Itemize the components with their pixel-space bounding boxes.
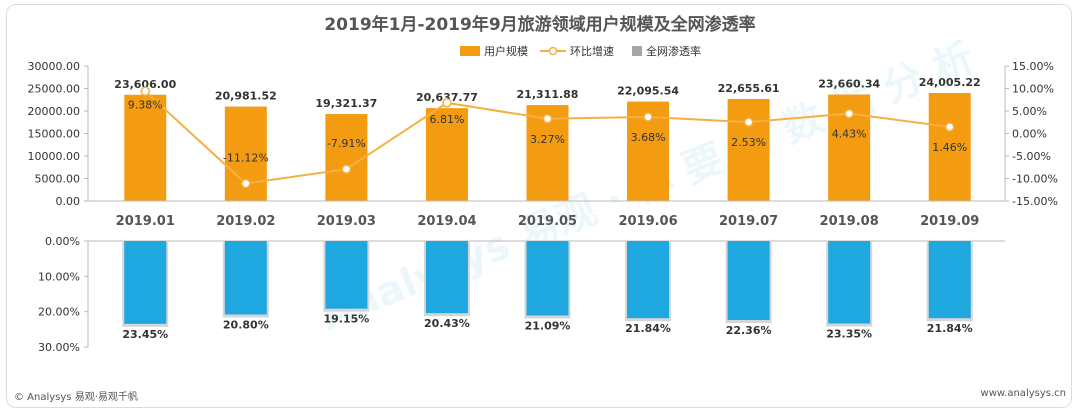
user-scale-value-label: 19,321.37 (315, 97, 377, 110)
bottom-axis-tick-label: 10.00% (38, 270, 80, 283)
right-axis-tick-label: 0.00% (1012, 128, 1047, 141)
right-axis-tick-label: -10.00% (1012, 173, 1058, 186)
legend-swatch-users (460, 46, 480, 56)
user-scale-bar (727, 99, 770, 201)
penetration-bars: 23.45% 20.80% 19.15% 20.43% 21.09% 21.84% 22.3… (122, 241, 973, 341)
category-label: 2019.06 (618, 214, 677, 229)
penetration-bar (124, 241, 167, 324)
chart-frame (6, 4, 1072, 408)
legend-label-users: 用户规模 (484, 44, 528, 58)
growth-value-label: 1.46% (932, 141, 967, 154)
bottom-axis-tick-label: 20.00% (38, 306, 80, 319)
right-axis-tick-label: 10.00% (1012, 83, 1054, 96)
top-axes: 0.00 5000.00 10000.00 15000.00 20000.00 25000… (28, 60, 1058, 208)
category-label: 2019.08 (820, 214, 879, 229)
legend-swatch-growth-dot (548, 46, 558, 56)
user-scale-value-label: 20,637.77 (416, 91, 478, 104)
growth-value-label: 6.81% (429, 113, 464, 126)
penetration-bar (224, 241, 267, 315)
footer-website: www.analysys.cn (980, 388, 1066, 399)
category-label: 2019.07 (719, 214, 778, 229)
penetration-bar (627, 241, 670, 319)
growth-line: 9.38% -11.12% -7.91% 6.81% 3.27% 3.68% 2.53% 4.… (128, 86, 967, 189)
legend-label-growth: 环比增速 (570, 44, 614, 58)
chart-title: 2019年1月-2019年9月旅游领域用户规模及全网渗透率 (324, 14, 755, 35)
growth-point (241, 178, 251, 189)
penetration-bar (828, 241, 871, 324)
penetration-value-label: 23.35% (826, 328, 872, 341)
user-scale-value-label: 20,981.52 (215, 90, 277, 103)
growth-value-label: 3.27% (530, 133, 565, 146)
user-scale-value-label: 22,655.61 (718, 82, 780, 95)
penetration-bar (325, 241, 368, 309)
growth-value-label: 9.38% (128, 98, 163, 111)
user-scale-bars: 23,606.00 20,981.52 19,321.37 20,637.77 21,3… (114, 76, 981, 201)
penetration-value-label: 19.15% (323, 313, 369, 326)
left-axis-tick-label: 0.00 (56, 195, 81, 208)
bottom-axis-tick-label: 0.00% (45, 235, 80, 248)
penetration-value-label: 22.36% (726, 324, 772, 337)
bottom-axis-tick-label: 30.00% (38, 341, 80, 354)
penetration-value-label: 21.09% (525, 320, 571, 333)
user-scale-bar (124, 94, 167, 201)
growth-point (442, 98, 452, 108)
growth-point (944, 122, 955, 132)
user-scale-value-label: 22,095.54 (617, 85, 679, 98)
penetration-value-label: 21.84% (927, 322, 973, 335)
penetration-value-label: 23.45% (122, 328, 168, 341)
left-axis-tick-label: 30000.00 (28, 60, 81, 73)
footer-copyright: © Analysys 易观·易观千帆 (14, 392, 138, 403)
user-scale-bar (928, 92, 971, 201)
user-scale-bar (325, 114, 368, 201)
growth-value-label: -11.12% (223, 152, 269, 165)
right-axis-tick-label: 5.00% (1012, 105, 1047, 118)
category-label: 2019.01 (116, 214, 175, 229)
user-scale-bar (425, 108, 468, 201)
growth-value-label: 3.68% (631, 131, 666, 144)
growth-value-label: 2.53% (731, 136, 766, 149)
penetration-value-label: 20.43% (424, 317, 470, 330)
penetration-bar (928, 241, 971, 319)
penetration-value-label: 21.84% (625, 322, 671, 335)
growth-point (844, 108, 854, 119)
growth-point (341, 164, 352, 174)
user-scale-value-label: 21,311.88 (517, 88, 579, 101)
penetration-bar (425, 241, 468, 314)
growth-point (643, 112, 653, 122)
user-scale-value-label: 23,660.34 (818, 78, 880, 91)
left-axis-tick-label: 25000.00 (28, 83, 81, 96)
right-axis-tick-label: -5.00% (1012, 150, 1051, 163)
category-label: 2019.09 (920, 214, 979, 229)
growth-value-label: -7.91% (327, 137, 366, 150)
legend: 用户规模 环比增速 全网渗透率 (460, 44, 701, 58)
growth-value-label: 4.43% (832, 128, 867, 141)
growth-point (743, 117, 754, 127)
category-label: 2019.03 (317, 214, 376, 229)
user-scale-value-label: 23,606.00 (114, 78, 176, 91)
right-axis-tick-label: -15.00% (1012, 195, 1058, 208)
category-label: 2019.02 (216, 214, 275, 229)
growth-point (140, 86, 151, 97)
left-axis-tick-label: 15000.00 (28, 128, 81, 141)
right-axis-tick-label: 15.00% (1012, 60, 1054, 73)
left-axis-tick-label: 10000.00 (28, 150, 81, 163)
legend-swatch-penetration (632, 46, 642, 56)
category-label: 2019.04 (417, 214, 476, 229)
legend-label-penetration: 全网渗透率 (646, 44, 701, 58)
penetration-bar (727, 241, 770, 321)
user-scale-value-label: 24,005.22 (919, 76, 981, 89)
left-axis-tick-label: 20000.00 (28, 105, 81, 118)
growth-point (542, 114, 553, 124)
penetration-bar (526, 241, 569, 316)
left-axis-tick-label: 5000.00 (35, 173, 81, 186)
category-label: 2019.05 (518, 214, 577, 229)
category-labels: 2019.01 2019.02 2019.03 2019.04 2019.05 2019.… (88, 200, 1005, 229)
penetration-value-label: 20.80% (223, 318, 269, 331)
